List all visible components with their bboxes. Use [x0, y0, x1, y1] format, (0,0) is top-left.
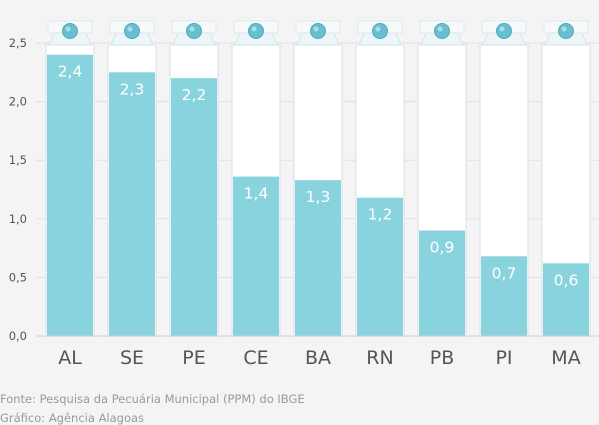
- x-tick-label: PE: [182, 347, 205, 369]
- bar: [47, 54, 93, 336]
- credit-note: Gráfico: Agência Alagoas: [0, 411, 145, 425]
- bar: [481, 256, 527, 336]
- milk-carton-pi: 0,7: [479, 20, 529, 337]
- milk-carton-ba: 1,3: [293, 20, 343, 337]
- milk-carton-pe: 2,2: [169, 20, 219, 337]
- carton-cap: [496, 23, 512, 39]
- data-label: 0,9: [430, 239, 455, 257]
- cap-highlight: [127, 26, 133, 32]
- y-tick-label: 0,0: [9, 329, 27, 343]
- bar: [171, 78, 217, 336]
- cap-highlight: [189, 26, 195, 32]
- milk-carton-ma: 0,6: [541, 20, 591, 337]
- data-label: 2,4: [58, 63, 83, 81]
- bar: [233, 176, 279, 336]
- data-label: 2,2: [182, 86, 207, 104]
- cap-highlight: [65, 26, 71, 32]
- data-label: 0,7: [492, 264, 517, 282]
- milk-carton-rn: 1,2: [355, 20, 405, 337]
- x-tick-label: PB: [430, 347, 455, 369]
- cap-highlight: [375, 26, 381, 32]
- x-tick-label: PI: [495, 347, 512, 369]
- carton-cap: [124, 23, 140, 39]
- x-axis: AL SE PE CE BA RN PB PI MA: [58, 347, 580, 369]
- data-label: 1,2: [368, 206, 393, 224]
- x-tick-label: RN: [366, 347, 393, 369]
- source-note: Fonte: Pesquisa da Pecuária Municipal (P…: [0, 392, 305, 406]
- x-tick-label: MA: [551, 347, 580, 369]
- y-tick-label: 2,5: [9, 36, 27, 50]
- x-tick-label: AL: [58, 347, 82, 369]
- carton-cap: [558, 23, 574, 39]
- bar: [419, 230, 465, 336]
- x-tick-label: CE: [243, 347, 268, 369]
- y-tick-label: 1,0: [9, 212, 27, 226]
- carton-cap: [62, 23, 78, 39]
- cap-highlight: [313, 26, 319, 32]
- bar: [357, 197, 403, 336]
- bar: [295, 180, 341, 336]
- carton-cap: [372, 23, 388, 39]
- milk-carton-pb: 0,9: [417, 20, 467, 337]
- carton-cap: [248, 23, 264, 39]
- bars: 2,4 2,3 2,2 1,4 1,3 1,2 0,9 0,7 0,6: [45, 20, 591, 337]
- data-label: 2,3: [120, 80, 145, 98]
- x-tick-label: BA: [305, 347, 331, 369]
- cap-highlight: [437, 26, 443, 32]
- data-label: 0,6: [554, 271, 579, 289]
- y-tick-label: 2,0: [9, 95, 27, 109]
- bar: [109, 72, 155, 337]
- data-label: 1,4: [244, 185, 269, 203]
- milk-carton-se: 2,3: [107, 20, 157, 337]
- cap-highlight: [561, 26, 567, 32]
- milk-carton-ce: 1,4: [231, 20, 281, 337]
- cap-highlight: [499, 26, 505, 32]
- y-axis: 0,0 0,5 1,0 1,5 2,0 2,5: [9, 36, 27, 343]
- bar: [543, 263, 589, 336]
- carton-cap: [434, 23, 450, 39]
- carton-cap: [310, 23, 326, 39]
- x-tick-label: SE: [120, 347, 144, 369]
- y-tick-label: 0,5: [9, 270, 27, 284]
- carton-cap: [186, 23, 202, 39]
- y-tick-label: 1,5: [9, 153, 27, 167]
- data-label: 1,3: [306, 188, 331, 206]
- cap-highlight: [251, 26, 257, 32]
- milk-carton-al: 2,4: [45, 20, 95, 337]
